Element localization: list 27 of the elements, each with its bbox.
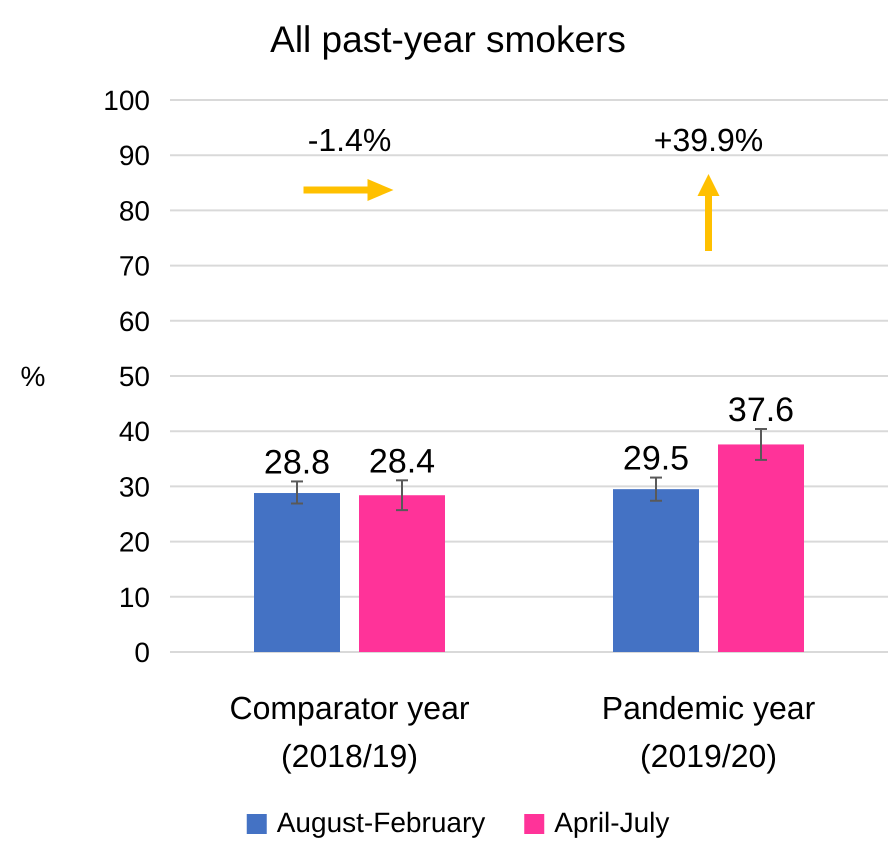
- legend-label: August-February: [276, 807, 486, 838]
- bar: [718, 444, 804, 652]
- legend-label: April-July: [554, 807, 670, 838]
- y-axis-title: %: [20, 361, 46, 392]
- bar: [254, 493, 340, 652]
- y-tick-label: 0: [134, 637, 150, 668]
- y-tick-label: 100: [103, 85, 150, 116]
- data-label: 29.5: [622, 440, 690, 478]
- y-tick-label: 10: [118, 582, 150, 613]
- y-tick-label: 20: [118, 526, 150, 558]
- data-label: 28.8: [264, 443, 330, 482]
- data-label: 37.6: [728, 390, 794, 429]
- annotation: -1.4%: [308, 122, 392, 158]
- y-tick-label: 90: [118, 140, 150, 172]
- annotation: +39.9%: [654, 122, 764, 158]
- y-tick-label: 60: [118, 306, 150, 337]
- y-tick-label: 70: [118, 250, 150, 282]
- y-tick-label: 30: [118, 471, 150, 502]
- x-tick-label: Comparator year (2018/19): [229, 690, 470, 774]
- y-tick-label: 50: [118, 361, 150, 392]
- bar: [613, 489, 699, 652]
- y-tick-label: 40: [118, 416, 150, 448]
- chart-title: All past-year smokers: [270, 19, 626, 60]
- bar: [359, 495, 445, 652]
- y-tick-label: 80: [118, 195, 150, 226]
- data-label: 28.4: [368, 442, 436, 480]
- x-tick-label: Pandemic year (2019/20): [602, 690, 816, 774]
